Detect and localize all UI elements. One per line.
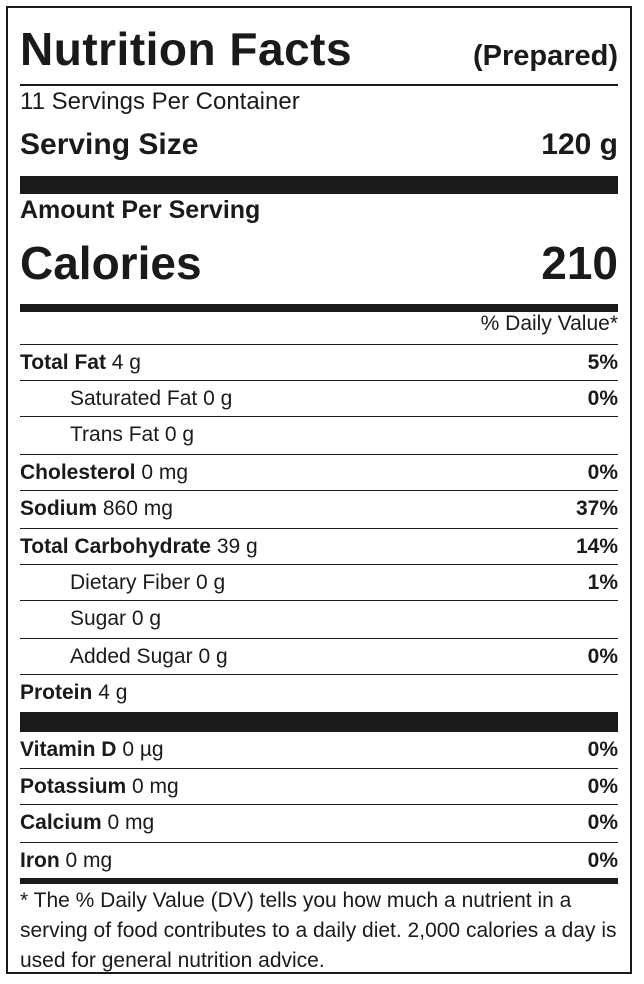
vitamin-name: Potassium bbox=[20, 774, 127, 798]
nutrient-name: Dietary Fiber bbox=[70, 570, 191, 594]
nutrient-name: Protein bbox=[20, 680, 93, 704]
vitamin-dv: 0% bbox=[587, 738, 618, 761]
title-divider bbox=[20, 84, 618, 86]
serving-size-value: 120 g bbox=[541, 128, 618, 161]
nutrient-dv: 5% bbox=[587, 350, 618, 374]
vitamin-row-vitamin-d: Vitamin D 0 µg 0% bbox=[20, 732, 618, 768]
calories-row: Calories 210 bbox=[20, 236, 618, 290]
nutrient-name: Added Sugar bbox=[70, 644, 193, 668]
vitamin-dv: 0% bbox=[587, 848, 618, 872]
servings-per-container: 11 Servings Per Container bbox=[20, 88, 300, 115]
nutrition-label: Nutrition Facts (Prepared) 11 Servings P… bbox=[6, 6, 632, 974]
thick-divider-vitamins bbox=[20, 712, 618, 732]
nutrient-name: Total Fat bbox=[20, 350, 106, 374]
title-row: Nutrition Facts (Prepared) bbox=[20, 22, 618, 82]
nutrient-name: Total Carbohydrate bbox=[20, 534, 211, 558]
nutrient-name: Sugar bbox=[70, 606, 127, 630]
nutrient-amount: 860 mg bbox=[102, 496, 173, 520]
nutrient-row-cholesterol: Cholesterol 0 mg 0% bbox=[20, 454, 618, 490]
calories-value: 210 bbox=[541, 237, 618, 289]
vitamin-amount: 0 mg bbox=[65, 848, 113, 872]
nutrient-row-added-sugar: Added Sugar 0 g 0% bbox=[20, 638, 618, 674]
nutrient-amount: 0 g bbox=[198, 644, 228, 668]
thick-divider-top bbox=[20, 176, 618, 194]
label-qualifier: (Prepared) bbox=[472, 40, 618, 72]
nutrient-name: Cholesterol bbox=[20, 460, 136, 484]
vitamin-amount: 0 mg bbox=[107, 810, 155, 834]
label-title: Nutrition Facts bbox=[20, 23, 353, 75]
nutrient-dv: 14% bbox=[575, 534, 618, 558]
vitamin-name: Iron bbox=[20, 848, 60, 872]
nutrient-row-sodium: Sodium 860 mg 37% bbox=[20, 490, 618, 526]
nutrient-dv: 0% bbox=[587, 386, 618, 410]
vitamin-name: Vitamin D bbox=[20, 738, 117, 761]
amount-per-serving: Amount Per Serving bbox=[20, 196, 261, 224]
nutrient-dv: 37% bbox=[575, 496, 618, 520]
nutrient-amount: 0 g bbox=[203, 386, 233, 410]
nutrient-row-total-fat: Total Fat 4 g 5% bbox=[20, 344, 618, 380]
vitamin-row-calcium: Calcium 0 mg 0% bbox=[20, 804, 618, 840]
nutrient-dv: 1% bbox=[587, 570, 618, 594]
nutrient-row-total-carbohydrate: Total Carbohydrate 39 g 14% bbox=[20, 528, 618, 564]
nutrient-name: Sodium bbox=[20, 496, 97, 520]
nutrient-row-protein: Protein 4 g bbox=[20, 674, 618, 710]
vitamin-row-iron: Iron 0 mg 0% bbox=[20, 842, 618, 878]
nutrient-amount: 0 g bbox=[164, 422, 195, 446]
calories-label: Calories bbox=[20, 237, 202, 289]
vitamin-name: Calcium bbox=[20, 810, 102, 834]
nutrient-amount: 0 mg bbox=[141, 460, 189, 484]
nutrient-row-trans-fat: Trans Fat 0 g bbox=[20, 416, 618, 452]
footnote-divider bbox=[20, 878, 618, 884]
nutrient-row-sugar: Sugar 0 g bbox=[20, 600, 618, 636]
serving-size-label: Serving Size bbox=[20, 128, 199, 161]
vitamin-dv: 0% bbox=[587, 810, 618, 834]
vitamin-amount: 0 mg bbox=[132, 774, 179, 798]
nutrient-dv: 0% bbox=[587, 644, 618, 668]
nutrient-name: Saturated Fat bbox=[70, 386, 198, 410]
medium-divider bbox=[20, 304, 618, 312]
serving-size-row: Serving Size 120 g bbox=[20, 128, 618, 162]
nutrient-amount: 0 g bbox=[131, 606, 162, 630]
nutrient-row-dietary-fiber: Dietary Fiber 0 g 1% bbox=[20, 564, 618, 600]
nutrient-amount: 0 g bbox=[196, 570, 226, 594]
vitamin-dv: 0% bbox=[587, 774, 618, 798]
nutrient-amount: 4 g bbox=[98, 680, 128, 704]
daily-value-header: % Daily Value* bbox=[480, 312, 618, 335]
vitamin-amount: 0 µg bbox=[122, 738, 164, 761]
nutrient-row-saturated-fat: Saturated Fat 0 g 0% bbox=[20, 380, 618, 416]
nutrient-amount: 4 g bbox=[111, 350, 141, 374]
nutrient-dv: 0% bbox=[587, 460, 618, 484]
vitamin-row-potassium: Potassium 0 mg 0% bbox=[20, 768, 618, 804]
nutrient-amount: 39 g bbox=[216, 534, 258, 558]
footnote: * The % Daily Value (DV) tells you how m… bbox=[20, 889, 617, 972]
nutrient-name: Trans Fat bbox=[70, 422, 160, 446]
